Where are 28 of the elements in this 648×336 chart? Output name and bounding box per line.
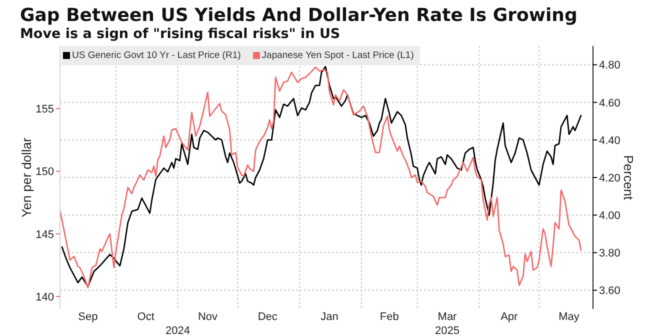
x-tick-label: Sep — [78, 310, 98, 323]
y2-tick-label: 4.60 — [599, 97, 620, 110]
y2-tick-label: 4.40 — [599, 134, 620, 147]
x-tick-label: Nov — [198, 310, 218, 323]
x-tick-label: Jan — [320, 310, 338, 323]
x-tick-label: Apr — [500, 310, 518, 323]
x-tick-label: May — [558, 310, 580, 323]
chart-subtitle: Move is a sign of "rising fiscal risks" in US — [20, 26, 340, 42]
x-tick-label: Dec — [258, 310, 278, 323]
y2-tick-label: 4.80 — [599, 60, 620, 72]
chart-title: Gap Between US Yields And Dollar-Yen Rate Is Growing — [20, 5, 578, 26]
legend-label: Japanese Yen Spot - Last Price (L1) — [262, 50, 414, 61]
x2-tick-label: 2024 — [166, 324, 190, 336]
y-tick-label: 140 — [36, 291, 54, 304]
y-tick-label: 150 — [36, 166, 54, 178]
y-tick-label: 145 — [36, 228, 54, 241]
x-tick-label: Mar — [438, 310, 458, 323]
x2-tick-label: 2025 — [435, 324, 460, 336]
y2-tick-label: 3.60 — [599, 285, 620, 298]
x-tick-label: Oct — [137, 310, 154, 323]
y2-axis-title: Percent — [622, 155, 636, 200]
legend-label: US Generic Govt 10 Yr - Last Price (R1) — [72, 50, 241, 61]
x-tick-label: Feb — [380, 310, 399, 323]
y2-tick-label: 4.20 — [599, 172, 620, 184]
y2-tick-label: 4.00 — [599, 210, 620, 222]
y2-tick-label: 3.80 — [599, 248, 620, 260]
y-axis-title: Yen per dollar — [18, 136, 34, 218]
y-tick-label: 155 — [36, 104, 54, 116]
